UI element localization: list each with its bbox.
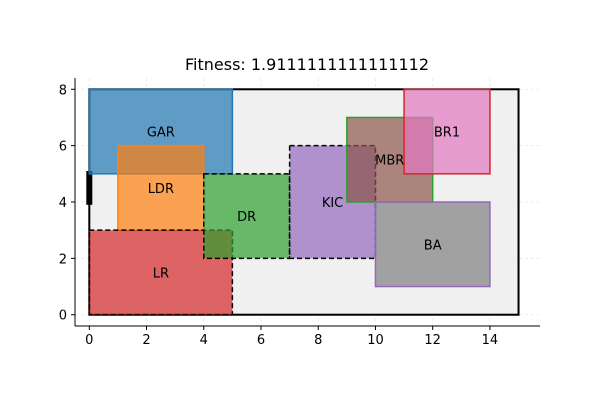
room-label-dr: DR	[237, 210, 256, 225]
y-tick-label: 4	[59, 196, 67, 211]
x-tick-label: 12	[424, 333, 441, 348]
rooms	[88, 88, 491, 316]
x-tick-label: 6	[257, 333, 265, 348]
x-tick-label: 0	[85, 333, 93, 348]
x-tick-label: 2	[142, 333, 150, 348]
y-tick-label: 6	[59, 140, 67, 155]
room-label-kic: KIC	[322, 196, 343, 211]
room-label-mbr: MBR	[375, 154, 404, 169]
room-label-br1: BR1	[434, 126, 460, 141]
axes: 0 2 4 6 8 10 12 14 0 2 4 6 8	[59, 78, 540, 348]
y-tick-label: 8	[59, 83, 67, 98]
room-label-ldr: LDR	[148, 182, 174, 197]
room-br1	[403, 88, 491, 175]
room-label-gar: GAR	[147, 126, 175, 141]
room-label-lr: LR	[153, 266, 169, 281]
room-labels: GAR LDR LR DR KIC MBR BR1 BA	[147, 126, 460, 282]
room-label-ba: BA	[424, 238, 442, 253]
chart-title: Fitness: 1.9111111111111112	[185, 55, 429, 74]
x-tick-label: 4	[200, 333, 208, 348]
y-tick-label: 2	[59, 252, 67, 267]
x-tick-label: 10	[367, 333, 384, 348]
x-tick-label: 14	[482, 333, 499, 348]
y-tick-label: 0	[59, 309, 67, 324]
x-tick-label: 8	[314, 333, 322, 348]
room-dr	[203, 173, 291, 260]
entrance-marker	[86, 171, 93, 205]
room-ba	[374, 201, 491, 288]
